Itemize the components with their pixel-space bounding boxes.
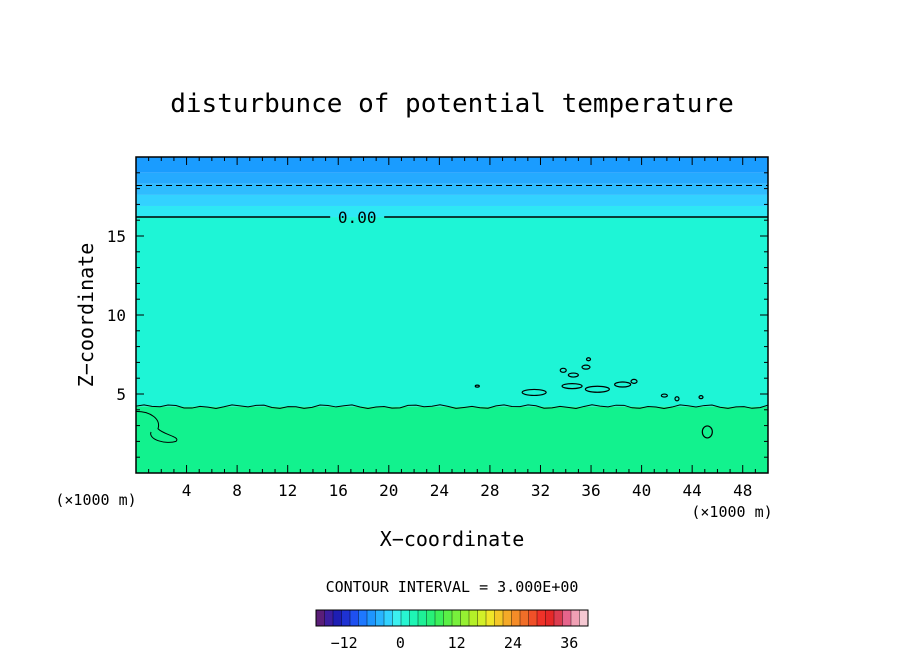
contour-cell-0	[521, 388, 547, 397]
color-layer-6	[136, 406, 768, 473]
y-tick-label-10: 10	[107, 306, 126, 325]
contour-cell-12	[698, 395, 704, 400]
colorbar-swatch-18	[469, 610, 478, 626]
colorbar: −12 0 12 24 36	[315, 609, 589, 652]
contour-left-loop	[135, 410, 178, 443]
contour-cell-10	[660, 393, 668, 398]
colorbar-swatch-31	[579, 610, 589, 626]
colorbar-swatch-13	[426, 610, 436, 626]
color-layer-3	[136, 194, 768, 206]
contour-cell-9	[474, 384, 480, 388]
chart-title: disturbunce of potential temperature	[170, 89, 734, 119]
x-tick-label-28: 28	[480, 481, 499, 500]
colorbar-swatch-8	[384, 610, 393, 626]
y-axis-ticks: 5 10 15	[107, 172, 768, 458]
colorbar-swatch-17	[460, 610, 470, 626]
colorbar-swatch-22	[503, 610, 512, 626]
colorbar-swatch-27	[545, 610, 555, 626]
colorbar-swatch-26	[537, 610, 546, 626]
color-layer-5	[136, 217, 768, 407]
x-axis-ticks: 4 8 12 16 20 24 28 32 36 40 44 48	[148, 157, 756, 500]
x-tick-label-48: 48	[733, 481, 752, 500]
y-tick-label-15: 15	[107, 227, 126, 246]
colorbar-swatch-11	[409, 610, 419, 626]
colorbar-swatch-6	[367, 610, 376, 626]
colorbar-swatch-1	[324, 610, 334, 626]
contour-interval-text: CONTOUR INTERVAL = 3.000E+00	[326, 578, 579, 596]
colorbar-tick-label-2: 12	[448, 634, 466, 652]
contour-cell-6	[559, 367, 567, 373]
y-tick-label-5: 5	[116, 385, 126, 404]
colorbar-swatch-28	[554, 610, 563, 626]
colorbar-swatch-29	[562, 610, 572, 626]
colorbar-swatch-12	[418, 610, 427, 626]
colorbar-swatch-21	[494, 610, 504, 626]
colorbar-swatch-14	[435, 610, 444, 626]
colorbar-swatch-3	[341, 610, 351, 626]
colorbar-tick-label-0: −12	[331, 634, 358, 652]
colorbar-swatch-5	[358, 610, 368, 626]
color-layer-2	[136, 183, 768, 195]
contour-cell-1	[561, 383, 583, 390]
colorbar-swatch-30	[571, 610, 580, 626]
colorbar-swatch-4	[350, 610, 359, 626]
contour-near-surface	[135, 404, 769, 410]
contour-lines: 0.00	[135, 184, 769, 443]
colorbar-tick-label-1: 0	[396, 634, 405, 652]
contour-cell-5	[581, 364, 591, 370]
x-tick-label-12: 12	[278, 481, 297, 500]
contour-cell-7	[585, 357, 592, 362]
x-tick-label-40: 40	[632, 481, 651, 500]
colorbar-swatch-9	[392, 610, 402, 626]
colorbar-swatch-25	[528, 610, 538, 626]
x-tick-label-8: 8	[232, 481, 242, 500]
colorbar-swatch-23	[511, 610, 521, 626]
colorbar-swatch-7	[375, 610, 385, 626]
x-tick-label-20: 20	[379, 481, 398, 500]
contour-cell-8	[630, 378, 638, 384]
x-tick-label-4: 4	[182, 481, 192, 500]
contour-cell-4	[567, 372, 579, 378]
x-unit-right: (×1000 m)	[691, 503, 772, 521]
color-layer-0	[136, 157, 768, 173]
contour-cell-11	[674, 396, 680, 402]
colorbar-swatch-20	[486, 610, 495, 626]
y-axis-label: Z−coordinate	[74, 243, 98, 388]
colorbar-swatch-2	[333, 610, 342, 626]
x-tick-label-32: 32	[531, 481, 550, 500]
colorbar-swatch-15	[443, 610, 453, 626]
contour-cell-13	[701, 425, 713, 439]
x-tick-label-16: 16	[329, 481, 348, 500]
colorbar-swatch-10	[401, 610, 410, 626]
x-unit-left: (×1000 m)	[55, 491, 136, 509]
colorbar-swatch-19	[477, 610, 487, 626]
colorbar-swatch-16	[452, 610, 461, 626]
colorbar-tick-label-4: 36	[560, 634, 578, 652]
colorbar-swatch-0	[316, 610, 325, 626]
colorbar-swatch-24	[520, 610, 529, 626]
color-layer-4	[136, 205, 768, 218]
colorbar-tick-label-3: 24	[504, 634, 522, 652]
contour-cell-2	[584, 385, 610, 393]
contour-value-label: 0.00	[338, 208, 377, 227]
contour-cell-3	[614, 381, 632, 388]
color-layers	[136, 157, 768, 473]
colorbar-frame	[315, 609, 589, 627]
x-axis-label: X−coordinate	[380, 527, 525, 551]
color-layer-1	[136, 172, 768, 184]
x-tick-label-36: 36	[581, 481, 600, 500]
x-tick-label-44: 44	[683, 481, 702, 500]
x-tick-label-24: 24	[430, 481, 449, 500]
